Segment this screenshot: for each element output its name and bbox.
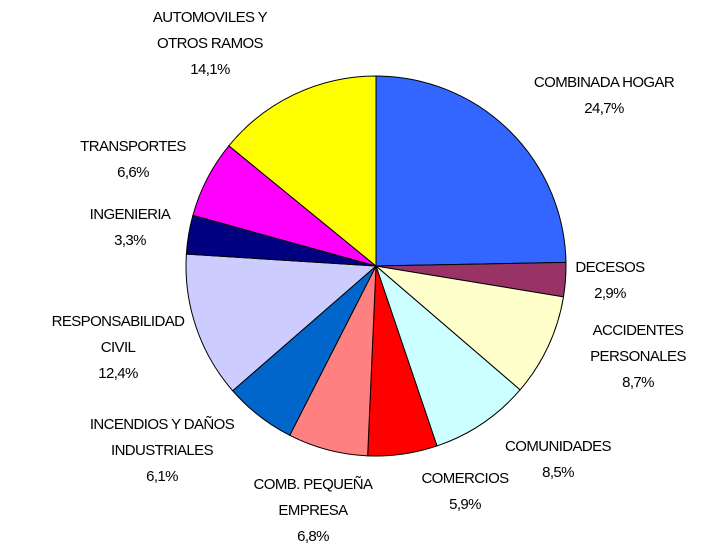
value-label: 3,3% — [114, 232, 146, 249]
slice-label: RESPONSABILIDAD CIVIL 12,4% — [52, 313, 186, 382]
value-label: 8,5% — [542, 464, 574, 481]
category-label: COMERCIOS — [421, 470, 509, 487]
category-label: INCENDIOS Y DAÑOS INDUSTRIALES — [90, 416, 235, 459]
category-label: COMBINADA HOGAR — [534, 74, 675, 91]
slice-label: COMUNIDADES 8,5% — [505, 438, 612, 481]
value-label: 12,4% — [98, 365, 138, 382]
slice-label: COMBINADA HOGAR 24,7% — [534, 74, 676, 117]
category-label: AUTOMOVILES Y OTROS RAMOS — [153, 9, 268, 52]
category-label: TRANSPORTES — [80, 138, 186, 155]
slice-label: INGENIERIA 3,3% — [90, 206, 172, 249]
category-label: COMUNIDADES — [505, 438, 612, 455]
pie-slice — [374, 265, 565, 391]
pie-slice — [375, 75, 567, 267]
value-label: 2,9% — [594, 285, 626, 302]
slice-label: AUTOMOVILES Y OTROS RAMOS 14,1% — [153, 9, 268, 78]
value-label: 14,1% — [190, 61, 230, 78]
slice-label: COMERCIOS 5,9% — [421, 470, 509, 513]
slice-label: TRANSPORTES 6,6% — [80, 138, 187, 181]
value-label: 5,9% — [449, 496, 481, 513]
value-label: 6,6% — [117, 164, 149, 181]
value-label: 6,1% — [146, 468, 178, 485]
slice-label: ACCIDENTES PERSONALES 8,7% — [590, 322, 687, 391]
category-label: ACCIDENTES PERSONALES — [590, 322, 686, 365]
slice-label: INCENDIOS Y DAÑOS INDUSTRIALES 6,1% — [90, 416, 235, 485]
category-label: INGENIERIA — [90, 206, 171, 223]
value-label: 6,8% — [297, 528, 329, 545]
category-label: RESPONSABILIDAD CIVIL — [52, 313, 185, 356]
category-label: DECESOS — [575, 259, 645, 276]
pie-slice — [374, 264, 521, 447]
slice-label: DECESOS 2,9% — [575, 259, 645, 302]
value-label: 8,7% — [622, 374, 654, 391]
pie-slice — [228, 75, 377, 268]
pie-slice — [185, 253, 378, 392]
value-label: 24,7% — [584, 100, 624, 117]
slice-label: COMB. PEQUEÑA EMPRESA 6,8% — [254, 476, 374, 545]
category-label: COMB. PEQUEÑA EMPRESA — [254, 476, 373, 519]
